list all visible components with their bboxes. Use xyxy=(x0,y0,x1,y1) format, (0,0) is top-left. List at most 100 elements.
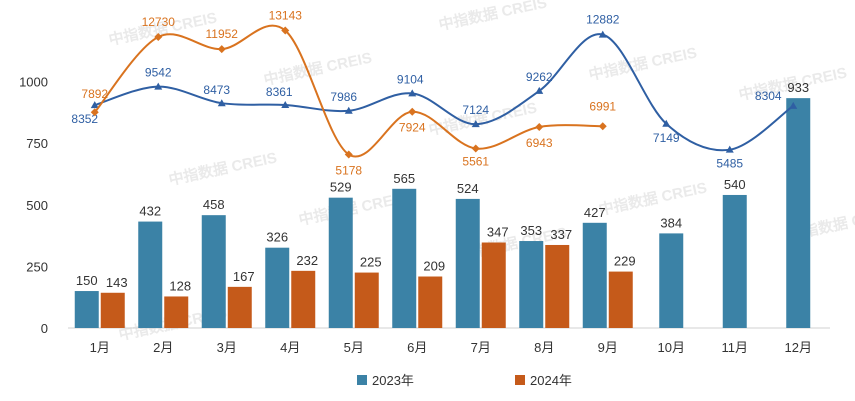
x-tick-label-12: 12月 xyxy=(785,340,812,355)
x-tick-label-6: 6月 xyxy=(407,340,427,355)
line-2023-label-11: 5485 xyxy=(716,157,743,171)
line-2023-label-8: 9262 xyxy=(526,70,553,84)
line-2023-point-9 xyxy=(598,30,607,38)
watermark-8: 中指数据 CREIS xyxy=(597,178,708,218)
bar-label-2024-7: 347 xyxy=(487,225,509,240)
bar-label-2023-6: 565 xyxy=(393,171,415,186)
line-2024-label-4: 13143 xyxy=(269,9,303,23)
bar-2023-10 xyxy=(659,233,684,328)
line-2024-point-4 xyxy=(281,26,290,35)
bar-2023-2 xyxy=(138,221,163,328)
bar-label-2023-10: 384 xyxy=(660,215,682,230)
watermark-6: 中指数据 CREIS xyxy=(297,188,408,228)
line-2024-point-8 xyxy=(535,122,544,131)
bar-2023-8 xyxy=(519,241,544,328)
line-2023-point-5 xyxy=(344,106,353,114)
line-2023-point-2 xyxy=(154,82,163,90)
line-2024-label-8: 6943 xyxy=(526,136,553,150)
line-2023-point-8 xyxy=(535,86,544,94)
line-2023-point-4 xyxy=(281,100,290,108)
line-2023-point-1 xyxy=(90,101,99,109)
line-2024-point-9 xyxy=(598,122,607,131)
bar-2024-2 xyxy=(164,296,189,328)
y-tick-label-0: 0 xyxy=(41,321,48,336)
bar-label-2024-8: 337 xyxy=(550,227,572,242)
bar-2024-1 xyxy=(100,292,125,328)
bar-2024-8 xyxy=(545,244,570,328)
bar-2023-6 xyxy=(392,188,417,328)
legend: 2023年 2024年 xyxy=(0,370,855,390)
watermark-1: 中指数据 CREIS xyxy=(262,48,373,88)
bar-label-2023-4: 326 xyxy=(266,230,288,245)
bar-label-2024-3: 167 xyxy=(233,269,255,284)
line-2023-label-6: 9104 xyxy=(397,72,424,86)
bar-2024-5 xyxy=(354,272,379,328)
x-tick-label-10: 10月 xyxy=(658,340,685,355)
bar-2023-7 xyxy=(455,198,480,328)
watermark-5: 中指数据 CREIS xyxy=(167,148,278,188)
y-tick-label-750: 750 xyxy=(26,136,48,151)
bar-label-2023-9: 427 xyxy=(584,205,606,220)
line-2023-label-12: 8304 xyxy=(755,89,782,103)
bar-label-2024-2: 128 xyxy=(169,278,191,293)
line-2023-point-7 xyxy=(471,120,480,128)
line-2023-label-4: 8361 xyxy=(266,85,293,99)
line-2024-point-1 xyxy=(90,108,99,117)
x-tick-label-9: 9月 xyxy=(598,340,618,355)
bar-2024-7 xyxy=(481,242,506,328)
bar-2023-1 xyxy=(74,291,99,328)
line-2024-label-2: 12730 xyxy=(142,15,176,29)
line-2023-point-11 xyxy=(725,145,734,153)
bar-2023-9 xyxy=(582,222,607,328)
bar-label-2023-3: 458 xyxy=(203,197,225,212)
legend-item-2023: 2023年 xyxy=(357,370,414,389)
line-2024-label-5: 5178 xyxy=(335,163,362,177)
line-2023-point-10 xyxy=(662,119,671,127)
watermark-2: 中指数据 CREIS xyxy=(437,0,548,34)
bar-label-2024-4: 232 xyxy=(296,253,318,268)
line-2023-label-10: 7149 xyxy=(653,131,680,145)
x-tick-label-5: 5月 xyxy=(344,340,364,355)
y-tick-label-1000: 1000 xyxy=(19,75,48,90)
bar-2023-3 xyxy=(201,215,226,328)
line-2024-point-7 xyxy=(471,144,480,153)
line-2024-label-9: 6991 xyxy=(589,99,616,113)
bar-label-2023-12: 933 xyxy=(787,80,809,95)
line-2024-point-2 xyxy=(154,32,163,41)
bar-2024-6 xyxy=(418,276,443,328)
bar-2023-5 xyxy=(328,197,353,328)
line-2023-point-3 xyxy=(217,99,226,107)
line-2024-point-3 xyxy=(217,45,226,54)
line-2023-label-5: 7986 xyxy=(330,90,357,104)
x-tick-label-8: 8月 xyxy=(534,340,554,355)
bar-label-2023-5: 529 xyxy=(330,180,352,195)
bar-2024-4 xyxy=(291,270,316,328)
line-2024 xyxy=(93,24,603,158)
legend-item-2024: 2024年 xyxy=(515,370,572,389)
x-tick-label-11: 11月 xyxy=(722,340,749,355)
line-2024-label-7: 5561 xyxy=(462,154,489,168)
y-tick-label-500: 500 xyxy=(26,198,48,213)
bar-2024-3 xyxy=(227,286,252,328)
line-2023-label-9: 12882 xyxy=(586,13,620,27)
bar-label-2024-5: 225 xyxy=(360,255,382,270)
x-tick-label-2: 2月 xyxy=(153,340,173,355)
line-2024-label-3: 11952 xyxy=(206,27,239,41)
bar-label-2024-1: 143 xyxy=(106,275,128,290)
watermark-3: 中指数据 CREIS xyxy=(587,43,698,83)
bar-label-2023-2: 432 xyxy=(139,204,161,219)
bar-label-2023-1: 150 xyxy=(76,273,98,288)
line-2024-point-5 xyxy=(344,150,353,159)
bar-label-2023-11: 540 xyxy=(724,177,746,192)
bar-2023-4 xyxy=(265,247,290,328)
y-tick-label-250: 250 xyxy=(26,259,48,274)
bar-label-2023-8: 353 xyxy=(520,223,542,238)
legend-label-2023: 2023年 xyxy=(372,373,414,388)
x-tick-label-3: 3月 xyxy=(217,340,237,355)
line-2023-point-12 xyxy=(789,101,798,109)
bar-2023-11 xyxy=(722,194,747,328)
legend-swatch-2024 xyxy=(515,374,525,385)
line-2024-label-1: 7892 xyxy=(81,87,108,101)
